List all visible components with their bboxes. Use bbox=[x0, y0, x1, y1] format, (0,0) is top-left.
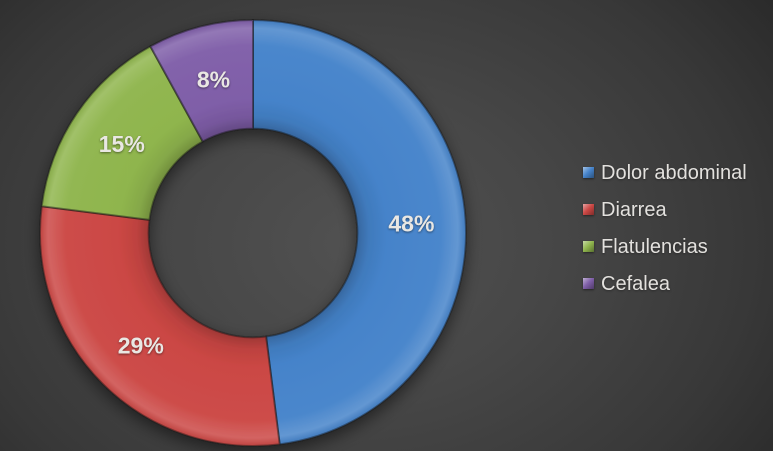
pie-slice-dolor-abdominal[interactable] bbox=[252, 19, 467, 446]
legend-marker-icon bbox=[583, 167, 594, 178]
legend-marker-icon bbox=[583, 278, 594, 289]
data-label-flatulencias: 15% bbox=[99, 131, 145, 157]
data-label-diarrea: 29% bbox=[118, 332, 164, 358]
pie-slice-cefalea[interactable] bbox=[149, 19, 254, 143]
chart-legend: Dolor abdominal Diarrea Flatulencias Cefale… bbox=[583, 154, 747, 302]
legend-label: Cefalea bbox=[601, 272, 670, 295]
donut-data-labels: 48% 29% 15% 8% bbox=[99, 67, 435, 359]
legend-item-dolor-abdominal[interactable]: Dolor abdominal bbox=[583, 154, 747, 191]
pie-slice-diarrea[interactable] bbox=[39, 205, 281, 447]
data-label-cefalea: 8% bbox=[197, 67, 230, 93]
legend-marker-icon bbox=[583, 204, 594, 215]
legend-label: Dolor abdominal bbox=[601, 161, 747, 184]
legend-marker-icon bbox=[583, 241, 594, 252]
pie-slice-flatulencias[interactable] bbox=[40, 45, 204, 221]
data-label-dolor-abdominal: 48% bbox=[388, 210, 434, 236]
donut-slices bbox=[39, 19, 467, 447]
legend-label: Flatulencias bbox=[601, 235, 708, 258]
legend-item-flatulencias[interactable]: Flatulencias bbox=[583, 228, 747, 265]
legend-item-diarrea[interactable]: Diarrea bbox=[583, 191, 747, 228]
legend-label: Diarrea bbox=[601, 198, 667, 221]
legend-item-cefalea[interactable]: Cefalea bbox=[583, 265, 747, 302]
